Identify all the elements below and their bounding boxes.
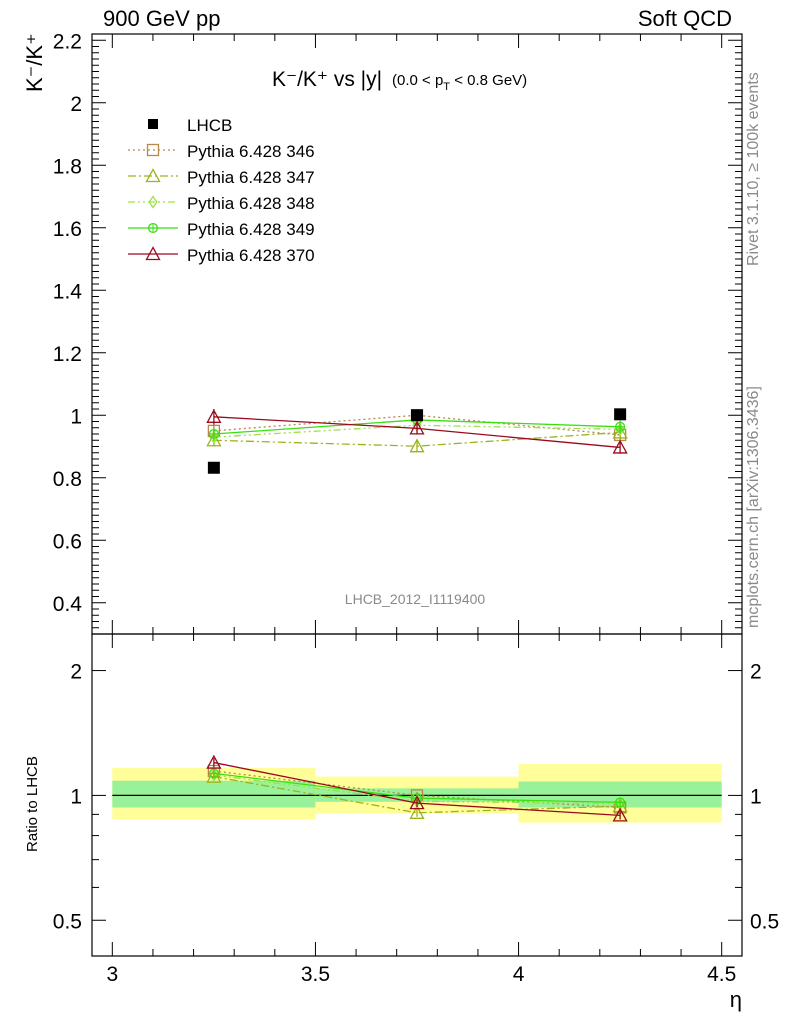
data-point <box>206 754 222 769</box>
y-tick-label: 2.2 <box>53 30 82 53</box>
ratio-band-inner <box>112 780 316 808</box>
legend-label: Pythia 6.428 370 <box>187 246 315 265</box>
legend-marker <box>148 119 158 129</box>
x-tick-label: 4.5 <box>707 963 736 986</box>
data-point <box>207 461 220 474</box>
data-point <box>612 424 628 439</box>
ratio-y-tick-label-left: 2 <box>70 661 82 684</box>
data-point <box>146 143 160 157</box>
legend-label: LHCB <box>187 116 232 135</box>
header-collision-label: 900 GeV pp <box>103 6 221 31</box>
data-point <box>615 422 625 436</box>
header-category-label: Soft QCD <box>637 6 732 31</box>
data-point <box>206 432 222 447</box>
ratio-y-tick-label-right: 2 <box>750 661 762 684</box>
x-tick-label: 3 <box>106 963 118 986</box>
y-tick-label: 0.8 <box>53 468 82 491</box>
analysis-watermark: LHCB_2012_I1119400 <box>345 591 486 607</box>
y-tick-label: 1.4 <box>53 280 83 303</box>
legend-label: Pythia 6.428 349 <box>187 220 315 239</box>
x-tick-label: 4 <box>513 963 525 986</box>
x-axis-label: η <box>730 987 742 1012</box>
data-point <box>409 420 425 435</box>
y-tick-label: 0.4 <box>53 593 83 616</box>
ratio-y-tick-label-right: 0.5 <box>750 910 779 933</box>
legend-label: Pythia 6.428 347 <box>187 168 315 187</box>
data-point <box>145 246 161 261</box>
y-axis-label: K⁻/K⁺ <box>22 33 47 92</box>
ratio-series-line <box>213 775 621 814</box>
y-tick-label: 2 <box>70 93 82 116</box>
chart-title-cuts: (0.0 < pT < 0.8 GeV) <box>392 72 527 93</box>
data-point <box>614 408 627 421</box>
chart-title: K⁻/K⁺ vs |y| <box>272 68 382 91</box>
data-point <box>409 804 425 819</box>
y-tick-label: 1.8 <box>53 155 82 178</box>
data-point <box>206 408 222 423</box>
y-tick-label: 0.6 <box>53 530 82 553</box>
x-tick-label: 3.5 <box>301 963 330 986</box>
ratio-y-tick-label-left: 1 <box>70 785 82 808</box>
legend-label: Pythia 6.428 348 <box>187 194 315 213</box>
legend-label: Pythia 6.428 346 <box>187 142 315 161</box>
data-point <box>209 430 219 444</box>
data-point <box>612 807 628 822</box>
ratio-y-tick-label-right: 1 <box>750 785 762 808</box>
ratio-y-tick-label-left: 0.5 <box>53 910 82 933</box>
data-point <box>411 409 423 422</box>
data-point <box>148 195 158 209</box>
data-point <box>409 438 425 453</box>
y-tick-label: 1.6 <box>53 218 82 241</box>
y-tick-label: 1.2 <box>53 343 82 366</box>
data-point <box>145 168 161 183</box>
data-point <box>612 439 628 454</box>
data-point <box>409 795 425 810</box>
y-tick-label: 1 <box>70 405 82 428</box>
ratio-y-axis-label: Ratio to LHCB <box>24 756 41 852</box>
